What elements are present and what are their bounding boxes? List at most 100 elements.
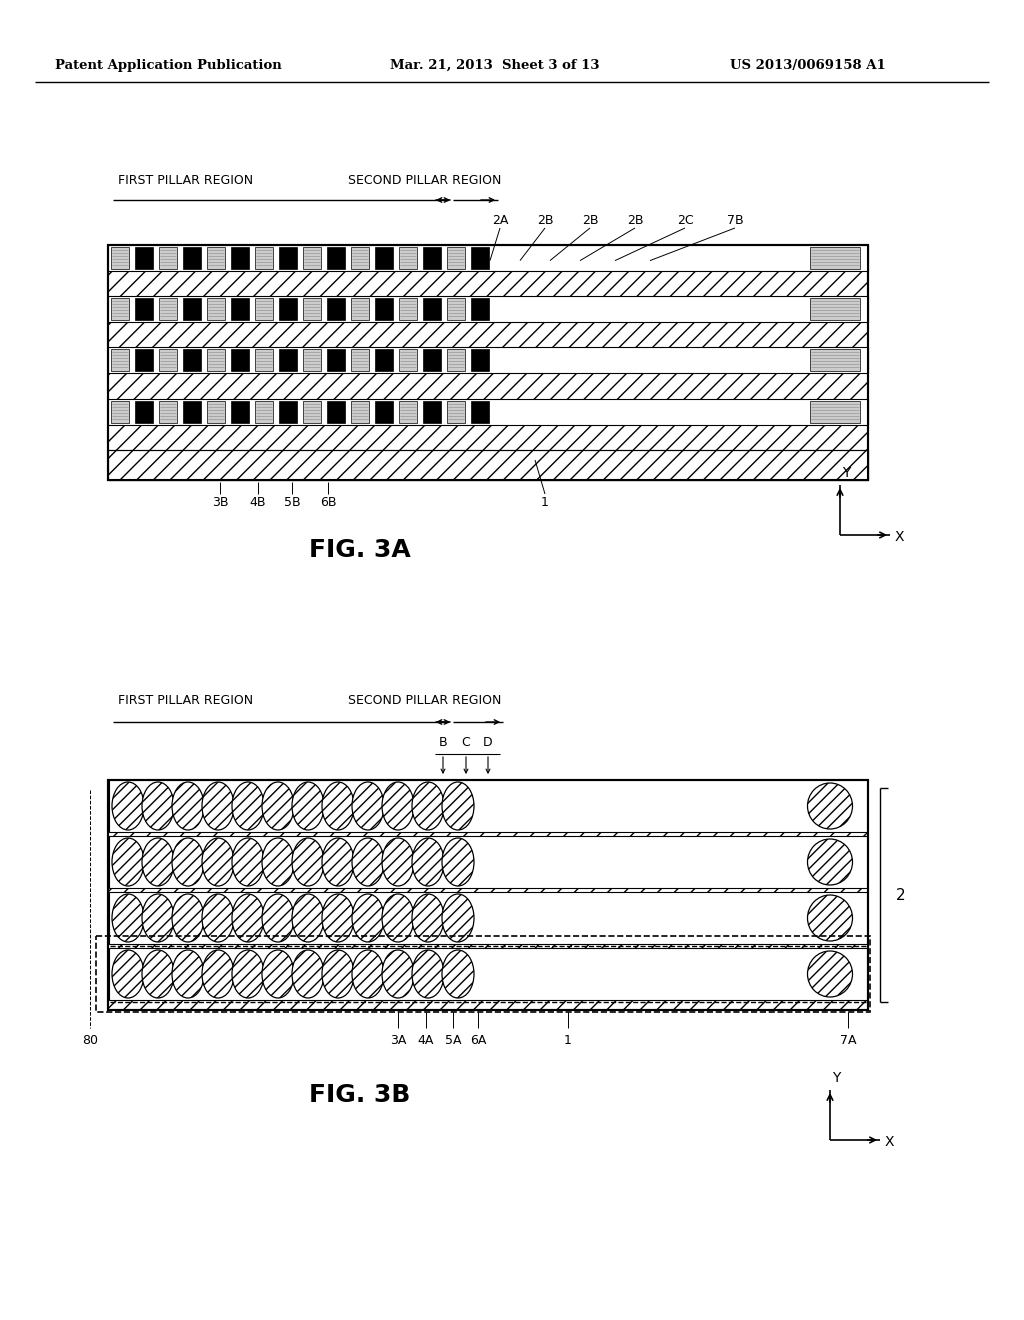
- Ellipse shape: [808, 783, 853, 829]
- Ellipse shape: [442, 781, 474, 830]
- Bar: [279, 401, 297, 422]
- Ellipse shape: [262, 838, 294, 886]
- Bar: [111, 247, 129, 269]
- Ellipse shape: [172, 781, 204, 830]
- Text: Y: Y: [831, 1071, 841, 1085]
- Bar: [109, 780, 867, 832]
- Bar: [279, 348, 297, 371]
- Bar: [447, 298, 465, 319]
- Bar: [255, 298, 273, 319]
- Bar: [135, 401, 153, 422]
- Ellipse shape: [352, 894, 384, 942]
- Bar: [207, 401, 225, 422]
- Ellipse shape: [412, 838, 444, 886]
- Ellipse shape: [262, 950, 294, 998]
- Ellipse shape: [322, 838, 354, 886]
- Bar: [303, 247, 321, 269]
- Text: 4A: 4A: [418, 1034, 434, 1047]
- Text: 2B: 2B: [582, 214, 598, 227]
- Bar: [108, 296, 868, 322]
- Bar: [108, 347, 868, 374]
- Bar: [303, 348, 321, 371]
- Bar: [231, 348, 249, 371]
- Text: 80: 80: [82, 1034, 98, 1047]
- Bar: [159, 247, 177, 269]
- Bar: [111, 298, 129, 319]
- Bar: [108, 399, 868, 425]
- Ellipse shape: [112, 838, 144, 886]
- Ellipse shape: [322, 781, 354, 830]
- Bar: [183, 401, 201, 422]
- Bar: [447, 247, 465, 269]
- Bar: [303, 401, 321, 422]
- Ellipse shape: [322, 894, 354, 942]
- Ellipse shape: [112, 950, 144, 998]
- Text: Patent Application Publication: Patent Application Publication: [55, 58, 282, 71]
- Ellipse shape: [292, 894, 324, 942]
- Bar: [351, 401, 369, 422]
- Ellipse shape: [142, 950, 174, 998]
- Ellipse shape: [292, 838, 324, 886]
- Text: D: D: [483, 735, 493, 748]
- Ellipse shape: [232, 838, 264, 886]
- Bar: [135, 247, 153, 269]
- Ellipse shape: [412, 950, 444, 998]
- Text: 2B: 2B: [627, 214, 643, 227]
- Bar: [375, 298, 393, 319]
- Ellipse shape: [202, 781, 234, 830]
- Bar: [231, 247, 249, 269]
- Text: FIG. 3B: FIG. 3B: [309, 1082, 411, 1107]
- Ellipse shape: [412, 781, 444, 830]
- Ellipse shape: [808, 840, 853, 884]
- Bar: [111, 348, 129, 371]
- Bar: [423, 348, 441, 371]
- Bar: [108, 450, 868, 480]
- Bar: [108, 780, 868, 1010]
- Text: 6A: 6A: [470, 1034, 486, 1047]
- Ellipse shape: [142, 838, 174, 886]
- Bar: [810, 247, 860, 269]
- Text: 2: 2: [896, 887, 905, 903]
- Bar: [423, 298, 441, 319]
- Ellipse shape: [808, 895, 853, 941]
- Text: FIG. 3A: FIG. 3A: [309, 539, 411, 562]
- Ellipse shape: [202, 894, 234, 942]
- Ellipse shape: [262, 894, 294, 942]
- Bar: [351, 298, 369, 319]
- Bar: [108, 246, 868, 271]
- Ellipse shape: [142, 894, 174, 942]
- Bar: [471, 348, 489, 371]
- Text: 5A: 5A: [444, 1034, 461, 1047]
- Bar: [108, 780, 868, 1010]
- Ellipse shape: [262, 781, 294, 830]
- Bar: [109, 892, 867, 944]
- Ellipse shape: [292, 781, 324, 830]
- Text: 4B: 4B: [250, 495, 266, 508]
- Bar: [447, 401, 465, 422]
- Ellipse shape: [808, 950, 853, 997]
- Bar: [447, 348, 465, 371]
- Bar: [327, 348, 345, 371]
- Text: 7B: 7B: [727, 214, 743, 227]
- Text: SECOND PILLAR REGION: SECOND PILLAR REGION: [348, 173, 502, 186]
- Bar: [135, 348, 153, 371]
- Bar: [399, 401, 417, 422]
- Bar: [399, 247, 417, 269]
- Text: 1: 1: [541, 495, 549, 508]
- Ellipse shape: [232, 894, 264, 942]
- Ellipse shape: [232, 950, 264, 998]
- Bar: [423, 247, 441, 269]
- Ellipse shape: [352, 950, 384, 998]
- Text: SECOND PILLAR REGION: SECOND PILLAR REGION: [348, 693, 502, 706]
- Bar: [327, 401, 345, 422]
- Bar: [351, 247, 369, 269]
- Bar: [255, 348, 273, 371]
- Bar: [810, 401, 860, 422]
- Text: Mar. 21, 2013  Sheet 3 of 13: Mar. 21, 2013 Sheet 3 of 13: [390, 58, 599, 71]
- Text: 2B: 2B: [537, 214, 553, 227]
- Bar: [255, 401, 273, 422]
- Text: C: C: [462, 735, 470, 748]
- Ellipse shape: [292, 950, 324, 998]
- Bar: [96, 936, 870, 1012]
- Bar: [108, 246, 868, 480]
